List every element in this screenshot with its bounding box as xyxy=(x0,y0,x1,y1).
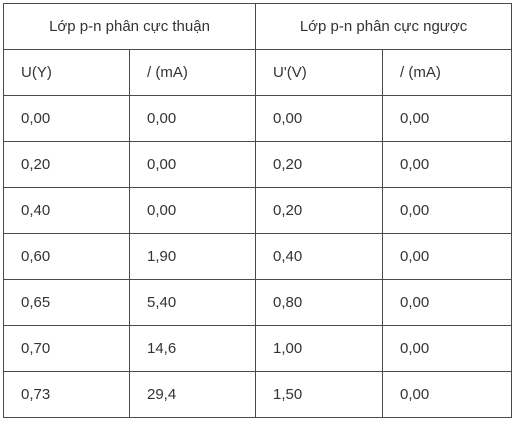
table-cell: 0,80 xyxy=(255,279,384,326)
table-cell: 0,00 xyxy=(382,187,513,234)
table-cell: 1,00 xyxy=(255,325,384,372)
table-row: 0,60 1,90 0,40 0,00 xyxy=(3,233,513,280)
table-cell: 0,00 xyxy=(128,95,257,142)
table-cell: 0,65 xyxy=(3,279,130,326)
table-cell: 5,40 xyxy=(128,279,257,326)
table-cell: 0,00 xyxy=(128,187,257,234)
column-header-forward-current: / (mA) xyxy=(128,49,257,96)
table-cell: 1,50 xyxy=(255,371,384,418)
table-cell: 29,4 xyxy=(128,371,257,418)
table-row: 0,20 0,00 0,20 0,00 xyxy=(3,141,513,188)
reverse-bias-header: Lớp p-n phân cực ngược xyxy=(255,3,513,50)
table-row: 0,40 0,00 0,20 0,00 xyxy=(3,187,513,234)
table-cell: 1,90 xyxy=(128,233,257,280)
table-cell: 0,60 xyxy=(3,233,130,280)
column-header-row: U(Y) / (mA) U'(V) / (mA) xyxy=(3,49,513,96)
table-row: 0,00 0,00 0,00 0,00 xyxy=(3,95,513,142)
table-cell: 0,40 xyxy=(3,187,130,234)
table-cell: 0,00 xyxy=(382,95,513,142)
table-cell: 0,00 xyxy=(382,325,513,372)
forward-bias-header: Lớp p-n phân cực thuận xyxy=(2,3,257,50)
table-cell: 0,20 xyxy=(3,141,130,188)
table-cell: 0,00 xyxy=(382,141,513,188)
table-row: 0,73 29,4 1,50 0,00 xyxy=(3,371,513,418)
table-cell: 0,40 xyxy=(255,233,384,280)
table-cell: 0,20 xyxy=(255,141,384,188)
table-cell: 0,00 xyxy=(128,141,257,188)
table-cell: 0,00 xyxy=(255,95,384,142)
table-cell: 0,00 xyxy=(382,279,513,326)
table-cell: 0,00 xyxy=(382,371,513,418)
table-cell: 0,73 xyxy=(3,371,130,418)
table-row: 0,70 14,6 1,00 0,00 xyxy=(3,325,513,372)
table-cell: 0,00 xyxy=(382,233,513,280)
table-cell: 0,20 xyxy=(255,187,384,234)
diode-measurement-table: Lớp p-n phân cực thuận Lớp p-n phân cực … xyxy=(2,3,513,418)
table-row: 0,65 5,40 0,80 0,00 xyxy=(3,279,513,326)
group-header-row: Lớp p-n phân cực thuận Lớp p-n phân cực … xyxy=(2,3,513,50)
table-container: Lớp p-n phân cực thuận Lớp p-n phân cực … xyxy=(2,3,513,418)
column-header-reverse-voltage: U'(V) xyxy=(255,49,384,96)
table-cell: 14,6 xyxy=(128,325,257,372)
column-header-reverse-current: / (mA) xyxy=(382,49,513,96)
table-cell: 0,70 xyxy=(3,325,130,372)
table-cell: 0,00 xyxy=(3,95,130,142)
column-header-forward-voltage: U(Y) xyxy=(3,49,130,96)
